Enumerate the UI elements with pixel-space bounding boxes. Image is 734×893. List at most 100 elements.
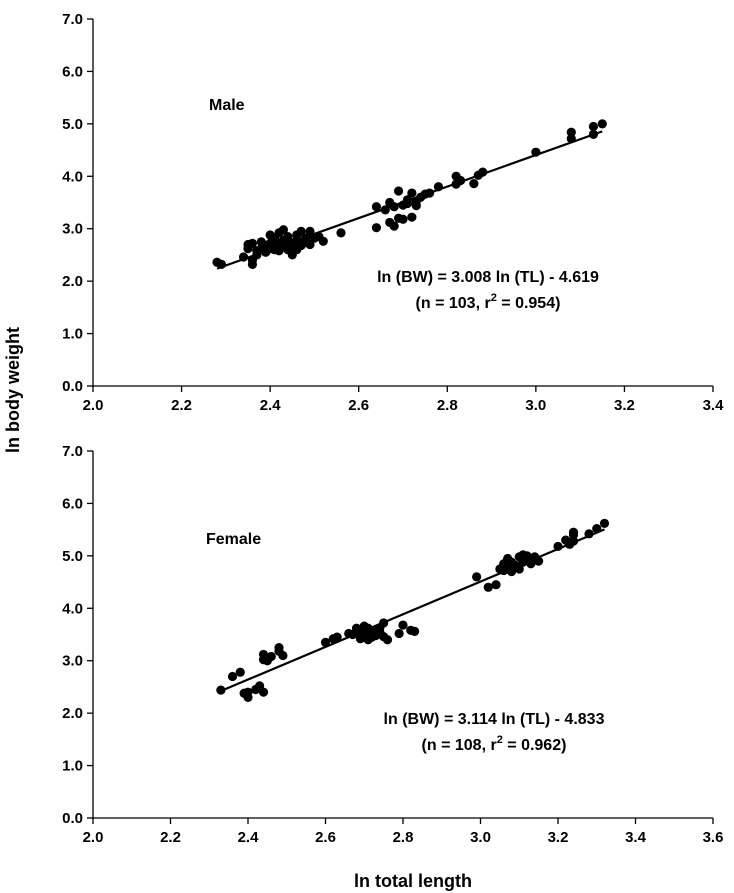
x-axis-title: ln total length: [354, 871, 472, 891]
female-data-point: [584, 529, 594, 539]
female-data-point: [278, 650, 288, 661]
female-data-point: [553, 541, 563, 552]
female-data-point: [592, 523, 602, 534]
male-x-tick-label: 2.8: [437, 397, 458, 414]
female-data-point: [332, 632, 342, 642]
female-data-point: [410, 626, 420, 636]
male-data-point: [566, 133, 576, 144]
male-y-tick-label: 3.0: [62, 221, 83, 238]
female-data-point: [320, 637, 331, 647]
male-data-point: [278, 225, 289, 235]
male-data-point: [424, 188, 435, 198]
female-stats-prefix: (n = 108, r: [422, 737, 497, 754]
male-data-point: [597, 119, 607, 129]
female-y-tick-label: 4.0: [62, 600, 83, 617]
male-data-point: [393, 186, 404, 196]
female-data-point: [274, 643, 284, 653]
female-x-tick-label: 3.6: [703, 829, 724, 846]
male-data-point: [402, 198, 413, 209]
male-panel: 0.0 1.0 2.0 3.0 4.0 5.0 6.0 7.0 2.0 2.2 2.4 2.6 2.8 3…: [62, 11, 724, 414]
male-stats-suffix: = 0.954): [497, 295, 561, 312]
female-y-tick-label: 7.0: [62, 443, 83, 460]
female-data-point: [379, 618, 389, 628]
female-regression-equation: ln (BW) = 3.114 ln (TL) - 4.833: [384, 711, 605, 728]
male-data-point: [411, 201, 421, 211]
male-regression-stats: (n = 103, r2 = 0.954): [416, 292, 561, 312]
male-data-point: [283, 231, 293, 242]
male-data-point: [566, 127, 576, 137]
female-data-point: [235, 667, 245, 677]
male-x-tick-label: 2.6: [348, 397, 369, 414]
male-data-point: [305, 226, 315, 236]
female-x-tick-label: 2.8: [393, 829, 414, 846]
female-data-point: [472, 572, 482, 582]
female-y-tick-label: 0.0: [62, 810, 83, 827]
male-data-point: [371, 202, 382, 212]
male-data-point: [318, 236, 328, 246]
male-data-point: [407, 212, 417, 222]
male-data-point: [588, 121, 599, 132]
male-data-point: [389, 202, 399, 212]
female-data-point: [216, 685, 226, 695]
male-data-point: [433, 182, 444, 192]
female-data-point: [491, 580, 501, 590]
male-data-point: [336, 228, 346, 238]
male-data-point: [216, 259, 227, 269]
female-y-tick-label: 5.0: [62, 548, 83, 565]
female-data-point: [258, 687, 269, 697]
male-data-point: [398, 214, 408, 224]
female-data-point: [599, 518, 610, 528]
female-x-tick-label: 3.4: [625, 829, 647, 846]
female-y-tick-label: 1.0: [62, 758, 83, 775]
female-x-tick-label: 2.2: [160, 829, 181, 846]
female-data-point: [534, 556, 544, 566]
male-data-point: [407, 188, 417, 198]
male-y-tick-label: 2.0: [62, 273, 83, 290]
female-data-point: [568, 536, 579, 546]
male-data-point: [455, 175, 466, 186]
female-data-point: [514, 564, 524, 574]
male-y-tick-label: 6.0: [62, 63, 83, 80]
male-x-tick-label: 2.2: [171, 397, 192, 414]
female-stats-suffix: = 0.962): [503, 737, 567, 754]
female-data-point: [398, 620, 408, 630]
male-stats-superscript: 2: [491, 292, 497, 304]
male-data-point: [247, 238, 258, 248]
male-data-point: [469, 179, 479, 189]
male-data-point: [531, 147, 541, 157]
male-plot-area: 0.0 1.0 2.0 3.0 4.0 5.0 6.0 7.0 2.0 2.2 2.4 2.6 2.8 3…: [62, 11, 724, 414]
male-x-tick-label: 3.2: [614, 397, 635, 414]
female-data-point: [243, 687, 253, 697]
male-regression-equation: ln (BW) = 3.008 ln (TL) - 4.619: [377, 269, 599, 286]
female-regression-stats: (n = 108, r2 = 0.962): [422, 734, 567, 754]
female-data-point: [483, 582, 493, 592]
female-x-tick-label: 2.0: [83, 829, 104, 846]
y-axis-title: ln body weight: [3, 327, 23, 453]
male-data-point: [588, 129, 599, 139]
male-y-tick-label: 4.0: [62, 168, 83, 185]
female-data-point: [266, 651, 276, 662]
male-y-tick-label: 0.0: [62, 378, 83, 395]
female-data-point: [382, 635, 393, 645]
male-y-tick-label: 1.0: [62, 326, 83, 343]
male-data-point: [238, 252, 249, 262]
female-x-tick-label: 3.0: [470, 829, 491, 846]
female-regression-line: [220, 528, 605, 692]
male-y-tick-label: 7.0: [62, 11, 83, 28]
male-x-tick-label: 2.0: [83, 397, 104, 414]
female-data-point: [394, 628, 404, 639]
male-data-point: [380, 205, 390, 215]
male-panel-label: Male: [209, 97, 245, 114]
female-y-tick-label: 3.0: [62, 653, 83, 670]
female-y-tick-label: 2.0: [62, 705, 83, 722]
male-stats-prefix: (n = 103, r: [416, 295, 491, 312]
male-data-point: [247, 259, 258, 269]
female-plot-area: 0.0 1.0 2.0 3.0 4.0 5.0 6.0 7.0 2.0 2.2 2.4 2.6 2.8 3…: [62, 443, 723, 846]
male-data-point: [296, 226, 306, 236]
male-data-point: [478, 167, 488, 177]
female-x-tick-label: 3.2: [548, 829, 569, 846]
female-stats-superscript: 2: [497, 734, 503, 746]
female-panel-label: Female: [206, 531, 261, 548]
female-x-tick-label: 2.6: [315, 829, 336, 846]
